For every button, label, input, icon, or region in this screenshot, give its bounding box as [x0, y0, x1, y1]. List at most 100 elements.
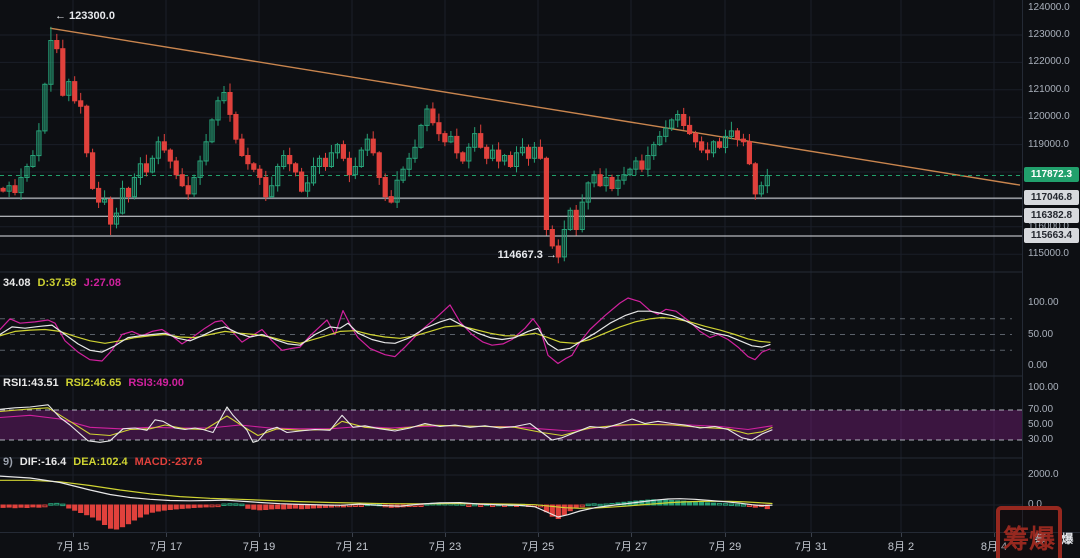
- candle-body: [358, 149, 364, 168]
- macd-hist-bar: [746, 504, 752, 507]
- macd-hist-bar: [96, 504, 102, 521]
- candle-body: [472, 133, 478, 148]
- macd-hist-bar: [549, 504, 555, 517]
- candle-body: [531, 146, 537, 159]
- candle-body: [681, 114, 687, 126]
- macd-hist-bar: [257, 504, 263, 511]
- candle-body: [561, 229, 567, 258]
- candle-body: [555, 245, 561, 258]
- macd-hist-bar: [78, 504, 84, 513]
- time-axis-tick: [352, 533, 353, 537]
- kdj-d-line: [0, 316, 771, 344]
- candle-body: [746, 141, 752, 165]
- candle-body: [639, 160, 645, 170]
- time-axis[interactable]: 7月 15 7月 17 7月 19 7月 21 7月 23 7月 25 7月 27 7月 29…: [0, 532, 1080, 558]
- time-axis-tick: [631, 533, 632, 537]
- candle-body: [66, 81, 72, 96]
- macd-hist-bar: [108, 504, 114, 529]
- candle-body: [203, 141, 209, 162]
- macd-hist-bar: [72, 504, 78, 511]
- macd-hist-bar: [305, 504, 311, 509]
- macd-hist-bar: [221, 503, 227, 506]
- candle-body: [287, 155, 293, 165]
- candle-body: [299, 171, 305, 192]
- macd-hist-bar: [561, 504, 567, 516]
- candle-body: [18, 177, 24, 194]
- candle-body: [6, 185, 12, 192]
- macd-hist-bar: [269, 504, 275, 510]
- candle-body: [448, 135, 454, 143]
- candle-body: [603, 177, 609, 187]
- macd-hist-bar: [6, 504, 12, 508]
- macd-hist-bar: [143, 504, 150, 515]
- descending-trendline: [49, 27, 1021, 186]
- rsi-axis-label: 70.00: [1028, 404, 1054, 415]
- support-price-badge: 115663.4: [1024, 228, 1079, 243]
- candle-body: [305, 182, 311, 192]
- candle-body: [460, 152, 466, 162]
- candle-body: [525, 146, 532, 159]
- macd-dif-value: DIF:-16.4: [19, 456, 67, 468]
- kdj-axis-label: 100.00: [1028, 297, 1059, 308]
- watermark-text: 筹 爆: [1034, 532, 1080, 546]
- chart-canvas[interactable]: [0, 0, 1022, 532]
- macd-hist-bar: [90, 504, 96, 518]
- candle-body: [125, 187, 132, 198]
- candle-body: [155, 141, 161, 159]
- macd-hist-bar: [54, 502, 60, 506]
- kdj-j-line: [0, 297, 771, 365]
- candle-body: [108, 198, 114, 225]
- candle-body: [24, 166, 30, 178]
- kdj-axis-label: 0.00: [1028, 360, 1048, 371]
- candle-body: [96, 187, 102, 203]
- candle-body: [436, 122, 442, 135]
- candle-body: [669, 119, 675, 129]
- candle-body: [752, 163, 758, 195]
- current-price-badge: 117872.3: [1024, 167, 1079, 182]
- macd-hist-bar: [358, 504, 364, 507]
- candle-body: [36, 130, 42, 157]
- rsi1-value: RSI1:43.51: [3, 377, 59, 389]
- macd-hist-bar: [591, 503, 597, 506]
- price-axis-label: 119000.0: [1028, 139, 1069, 150]
- candle-body: [102, 198, 108, 203]
- candle-body: [734, 130, 740, 140]
- date-label: 7月 25: [521, 541, 555, 553]
- candle-body: [269, 185, 275, 198]
- macd-values-row: 9) DIF:-16.4 DEA:102.4 MACD:-237.6: [3, 456, 210, 468]
- candle-body: [281, 155, 287, 167]
- time-axis-tick: [445, 533, 446, 537]
- time-axis-tick: [725, 533, 726, 537]
- candle-body: [621, 174, 627, 181]
- date-label: 7月 15: [56, 541, 90, 553]
- time-axis-tick: [811, 533, 812, 537]
- macd-prefix: 9): [3, 456, 13, 468]
- price-axis-label: 116000.0: [1028, 221, 1069, 232]
- macd-hist-bar: [137, 504, 144, 518]
- macd-hist-bar: [555, 504, 561, 519]
- macd-axis-label: 0.0: [1028, 499, 1042, 510]
- candle-body: [137, 163, 144, 179]
- candle-body: [627, 168, 633, 176]
- macd-hist-bar: [215, 504, 221, 508]
- price-axis[interactable]: 124000.0 123000.0 122000.0 121000.0 120000.0…: [1022, 0, 1080, 532]
- watermark-seal: 筹爆: [996, 506, 1062, 558]
- candle-body: [209, 119, 215, 143]
- macd-hist-bar: [203, 504, 209, 508]
- candle-body: [758, 185, 764, 195]
- candle-body: [334, 144, 340, 154]
- macd-hist-bar: [125, 504, 132, 525]
- macd-hist-bar: [245, 504, 251, 509]
- price-axis-label: 122000.0: [1028, 56, 1070, 67]
- rsi-axis-label: 50.00: [1028, 419, 1054, 430]
- rsi-axis-label: 100.00: [1028, 382, 1059, 393]
- time-axis-tick: [73, 533, 74, 537]
- candle-body: [251, 163, 257, 170]
- candle-body: [442, 133, 448, 143]
- macd-hist-bar: [167, 504, 173, 510]
- macd-hist-bar: [239, 503, 245, 507]
- time-axis-tick: [901, 533, 902, 537]
- candle-body: [221, 92, 227, 102]
- date-label: 7月 21: [335, 541, 369, 553]
- price-axis-label: 115000.0: [1028, 248, 1069, 259]
